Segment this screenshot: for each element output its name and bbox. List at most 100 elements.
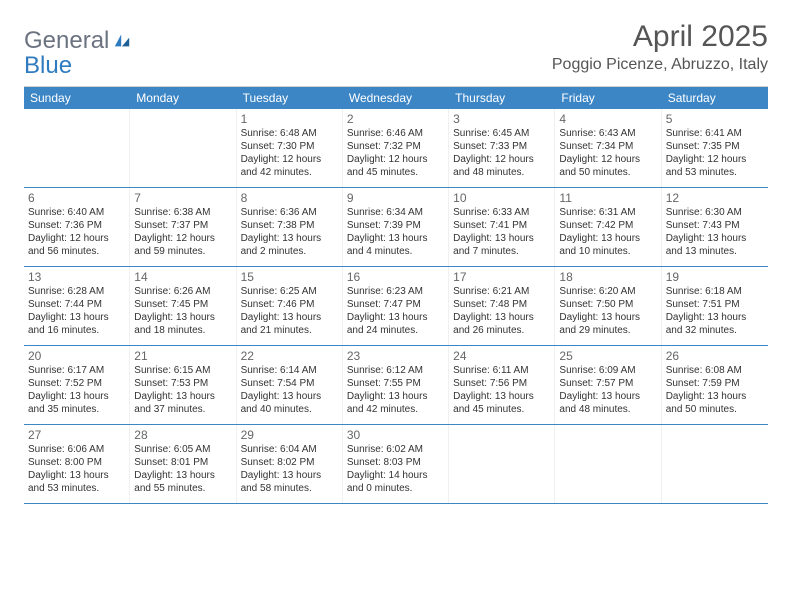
daylight-line: Daylight: 13 hours and 24 minutes.: [347, 311, 444, 337]
daylight-line: Daylight: 13 hours and 2 minutes.: [241, 232, 338, 258]
dayname: Tuesday: [237, 87, 343, 109]
daylight-line: Daylight: 13 hours and 55 minutes.: [134, 469, 231, 495]
day-cell: 12Sunrise: 6:30 AMSunset: 7:43 PMDayligh…: [662, 188, 768, 266]
week-row: 20Sunrise: 6:17 AMSunset: 7:52 PMDayligh…: [24, 346, 768, 425]
sunset-line: Sunset: 8:02 PM: [241, 456, 338, 469]
sunset-line: Sunset: 7:32 PM: [347, 140, 444, 153]
week-row: 13Sunrise: 6:28 AMSunset: 7:44 PMDayligh…: [24, 267, 768, 346]
day-cell: 6Sunrise: 6:40 AMSunset: 7:36 PMDaylight…: [24, 188, 130, 266]
day-cell: 16Sunrise: 6:23 AMSunset: 7:47 PMDayligh…: [343, 267, 449, 345]
day-cell: 4Sunrise: 6:43 AMSunset: 7:34 PMDaylight…: [555, 109, 661, 187]
sunrise-line: Sunrise: 6:14 AM: [241, 364, 338, 377]
daylight-line: Daylight: 13 hours and 16 minutes.: [28, 311, 125, 337]
dayname: Monday: [130, 87, 236, 109]
day-number: 27: [28, 428, 125, 442]
day-cell: 13Sunrise: 6:28 AMSunset: 7:44 PMDayligh…: [24, 267, 130, 345]
day-cell: 25Sunrise: 6:09 AMSunset: 7:57 PMDayligh…: [555, 346, 661, 424]
day-cell: 24Sunrise: 6:11 AMSunset: 7:56 PMDayligh…: [449, 346, 555, 424]
sunset-line: Sunset: 7:42 PM: [559, 219, 656, 232]
sunrise-line: Sunrise: 6:33 AM: [453, 206, 550, 219]
day-number: 6: [28, 191, 125, 205]
daylight-line: Daylight: 13 hours and 50 minutes.: [666, 390, 764, 416]
daylight-line: Daylight: 12 hours and 56 minutes.: [28, 232, 125, 258]
empty-cell: [662, 425, 768, 503]
daylight-line: Daylight: 13 hours and 18 minutes.: [134, 311, 231, 337]
sunrise-line: Sunrise: 6:09 AM: [559, 364, 656, 377]
daylight-line: Daylight: 13 hours and 45 minutes.: [453, 390, 550, 416]
sunset-line: Sunset: 7:57 PM: [559, 377, 656, 390]
day-cell: 22Sunrise: 6:14 AMSunset: 7:54 PMDayligh…: [237, 346, 343, 424]
sunrise-line: Sunrise: 6:23 AM: [347, 285, 444, 298]
sunrise-line: Sunrise: 6:02 AM: [347, 443, 444, 456]
sunrise-line: Sunrise: 6:46 AM: [347, 127, 444, 140]
day-number: 10: [453, 191, 550, 205]
dayname: Saturday: [662, 87, 768, 109]
daylight-line: Daylight: 13 hours and 10 minutes.: [559, 232, 656, 258]
day-cell: 3Sunrise: 6:45 AMSunset: 7:33 PMDaylight…: [449, 109, 555, 187]
sunrise-line: Sunrise: 6:12 AM: [347, 364, 444, 377]
day-cell: 7Sunrise: 6:38 AMSunset: 7:37 PMDaylight…: [130, 188, 236, 266]
sunset-line: Sunset: 7:53 PM: [134, 377, 231, 390]
month-title: April 2025: [552, 20, 768, 54]
location-text: Poggio Picenze, Abruzzo, Italy: [552, 56, 768, 74]
day-number: 23: [347, 349, 444, 363]
day-number: 12: [666, 191, 764, 205]
week-row: 1Sunrise: 6:48 AMSunset: 7:30 PMDaylight…: [24, 109, 768, 188]
sunset-line: Sunset: 7:35 PM: [666, 140, 764, 153]
daylight-line: Daylight: 13 hours and 4 minutes.: [347, 232, 444, 258]
day-cell: 26Sunrise: 6:08 AMSunset: 7:59 PMDayligh…: [662, 346, 768, 424]
sunset-line: Sunset: 7:41 PM: [453, 219, 550, 232]
sunset-line: Sunset: 7:33 PM: [453, 140, 550, 153]
dayname: Thursday: [449, 87, 555, 109]
empty-cell: [130, 109, 236, 187]
weeks-container: 1Sunrise: 6:48 AMSunset: 7:30 PMDaylight…: [24, 109, 768, 504]
empty-cell: [449, 425, 555, 503]
week-row: 6Sunrise: 6:40 AMSunset: 7:36 PMDaylight…: [24, 188, 768, 267]
sunrise-line: Sunrise: 6:17 AM: [28, 364, 125, 377]
sunrise-line: Sunrise: 6:25 AM: [241, 285, 338, 298]
day-number: 22: [241, 349, 338, 363]
daylight-line: Daylight: 12 hours and 48 minutes.: [453, 153, 550, 179]
day-cell: 1Sunrise: 6:48 AMSunset: 7:30 PMDaylight…: [237, 109, 343, 187]
daylight-line: Daylight: 13 hours and 40 minutes.: [241, 390, 338, 416]
day-number: 11: [559, 191, 656, 205]
sunset-line: Sunset: 7:44 PM: [28, 298, 125, 311]
day-cell: 18Sunrise: 6:20 AMSunset: 7:50 PMDayligh…: [555, 267, 661, 345]
day-cell: 2Sunrise: 6:46 AMSunset: 7:32 PMDaylight…: [343, 109, 449, 187]
day-number: 1: [241, 112, 338, 126]
sunset-line: Sunset: 7:59 PM: [666, 377, 764, 390]
dayname: Wednesday: [343, 87, 449, 109]
sunrise-line: Sunrise: 6:36 AM: [241, 206, 338, 219]
day-number: 2: [347, 112, 444, 126]
day-cell: 5Sunrise: 6:41 AMSunset: 7:35 PMDaylight…: [662, 109, 768, 187]
day-number: 20: [28, 349, 125, 363]
daylight-line: Daylight: 13 hours and 37 minutes.: [134, 390, 231, 416]
daylight-line: Daylight: 12 hours and 53 minutes.: [666, 153, 764, 179]
day-cell: 19Sunrise: 6:18 AMSunset: 7:51 PMDayligh…: [662, 267, 768, 345]
sunrise-line: Sunrise: 6:26 AM: [134, 285, 231, 298]
daylight-line: Daylight: 13 hours and 53 minutes.: [28, 469, 125, 495]
day-number: 17: [453, 270, 550, 284]
daylight-line: Daylight: 13 hours and 21 minutes.: [241, 311, 338, 337]
day-cell: 28Sunrise: 6:05 AMSunset: 8:01 PMDayligh…: [130, 425, 236, 503]
day-number: 4: [559, 112, 656, 126]
daylight-line: Daylight: 12 hours and 45 minutes.: [347, 153, 444, 179]
calendar: SundayMondayTuesdayWednesdayThursdayFrid…: [24, 86, 768, 504]
day-number: 18: [559, 270, 656, 284]
daylight-line: Daylight: 13 hours and 58 minutes.: [241, 469, 338, 495]
day-number: 3: [453, 112, 550, 126]
page: GeneralBlue April 2025 Poggio Picenze, A…: [0, 0, 792, 514]
day-number: 26: [666, 349, 764, 363]
day-number: 7: [134, 191, 231, 205]
day-cell: 21Sunrise: 6:15 AMSunset: 7:53 PMDayligh…: [130, 346, 236, 424]
daylight-line: Daylight: 13 hours and 26 minutes.: [453, 311, 550, 337]
sunset-line: Sunset: 7:45 PM: [134, 298, 231, 311]
day-number: 21: [134, 349, 231, 363]
week-row: 27Sunrise: 6:06 AMSunset: 8:00 PMDayligh…: [24, 425, 768, 504]
day-number: 28: [134, 428, 231, 442]
sunset-line: Sunset: 7:56 PM: [453, 377, 550, 390]
day-number: 16: [347, 270, 444, 284]
day-cell: 17Sunrise: 6:21 AMSunset: 7:48 PMDayligh…: [449, 267, 555, 345]
day-cell: 29Sunrise: 6:04 AMSunset: 8:02 PMDayligh…: [237, 425, 343, 503]
dayname-row: SundayMondayTuesdayWednesdayThursdayFrid…: [24, 87, 768, 109]
